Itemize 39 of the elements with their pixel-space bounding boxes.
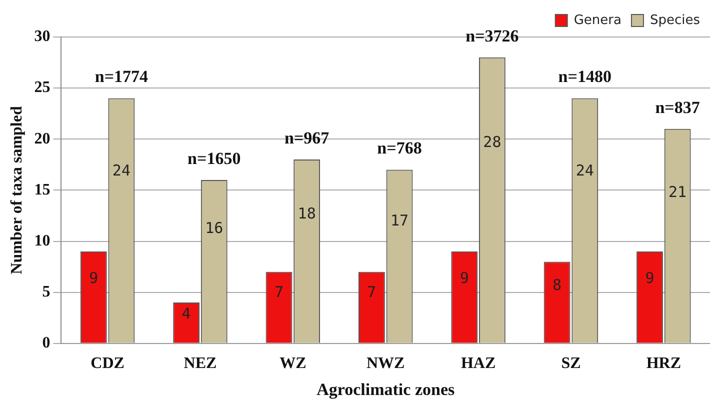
x-tick-label: WZ bbox=[280, 355, 306, 372]
annotation: n=1650 bbox=[188, 148, 241, 168]
data-label: 18 bbox=[298, 204, 316, 222]
data-label: 24 bbox=[576, 162, 594, 180]
data-label: 24 bbox=[112, 162, 130, 180]
data-label: 21 bbox=[668, 183, 687, 202]
data-label: 9 bbox=[645, 268, 654, 287]
legend-label: Species bbox=[650, 12, 700, 28]
data-label: 7 bbox=[274, 283, 284, 302]
annotation: n=3726 bbox=[466, 26, 519, 46]
y-tick-label: 10 bbox=[34, 232, 50, 250]
data-label: 9 bbox=[89, 268, 98, 287]
x-tick-label: NEZ bbox=[184, 355, 217, 372]
data-label: 9 bbox=[460, 268, 469, 287]
data-label: 28 bbox=[483, 132, 502, 151]
annotation: n=1480 bbox=[558, 67, 612, 86]
data-label: 4 bbox=[182, 304, 191, 323]
y-tick-label: 15 bbox=[34, 181, 50, 198]
data-label: 17 bbox=[390, 212, 409, 230]
y-axis-title: Number of taxa sampled bbox=[8, 106, 26, 274]
x-tick-label: HAZ bbox=[460, 355, 496, 372]
x-axis-title: Agroclimatic zones bbox=[316, 380, 455, 400]
annotation: n=768 bbox=[377, 138, 422, 158]
y-tick-label: 5 bbox=[42, 283, 50, 300]
y-tick-label: 0 bbox=[42, 334, 50, 352]
legend-label: Genera bbox=[574, 12, 622, 28]
y-tick-label: 20 bbox=[34, 130, 50, 148]
annotation: n=1774 bbox=[94, 67, 149, 86]
x-tick-label: SZ bbox=[561, 355, 581, 372]
annotation: n=967 bbox=[284, 128, 330, 148]
y-tick-label: 25 bbox=[34, 79, 50, 96]
data-label: 16 bbox=[205, 218, 224, 237]
x-tick-label: HRZ bbox=[646, 355, 681, 372]
data-label: 8 bbox=[552, 276, 562, 294]
annotation: n=837 bbox=[655, 98, 700, 117]
data-label: 7 bbox=[367, 283, 376, 302]
x-tick-label: CDZ bbox=[90, 355, 124, 372]
x-tick-label: NWZ bbox=[366, 355, 405, 372]
y-tick-label: 30 bbox=[34, 28, 50, 46]
